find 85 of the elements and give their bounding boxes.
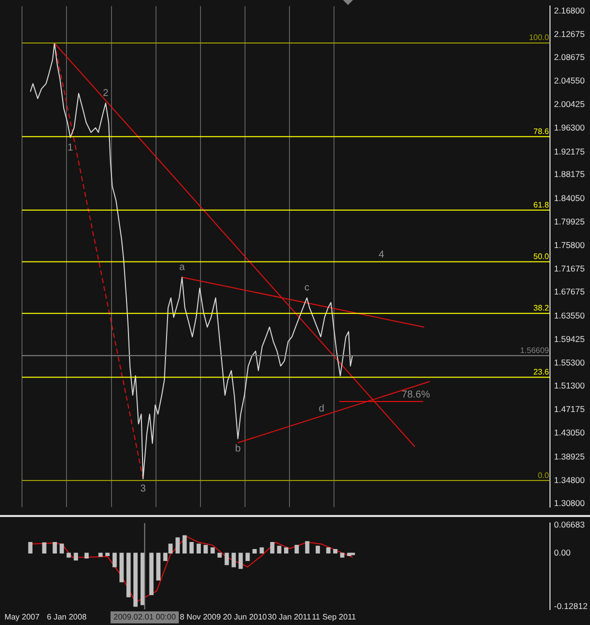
y-tick-label: 1.59425 — [554, 334, 585, 344]
y-tick-label: 2.00425 — [554, 99, 585, 110]
ref-line-label: 2009.02.01 00:00 — [114, 612, 176, 622]
bar — [210, 547, 215, 554]
y-tick-label: 1.47175 — [554, 404, 585, 414]
bar — [74, 552, 78, 561]
bar — [156, 552, 160, 581]
bar — [340, 552, 344, 558]
y-tick-label: 1.67675 — [554, 286, 585, 297]
y-tick-label: 1.51300 — [554, 380, 585, 390]
bar — [112, 552, 117, 568]
bar — [284, 547, 288, 554]
y-tick-label: 1.43050 — [554, 428, 585, 438]
bar — [238, 552, 243, 569]
annotation: 1 — [68, 142, 74, 154]
ref-line-label: 50.0 — [533, 252, 550, 261]
y-tick-label: 2.08675 — [554, 52, 585, 62]
bar — [326, 547, 330, 554]
bar — [224, 552, 229, 566]
y-tick-label: -0.12812 — [554, 600, 588, 611]
bar — [133, 552, 138, 607]
bar — [189, 542, 194, 554]
bar — [246, 552, 250, 561]
y-tick-label: 1.63550 — [554, 310, 585, 320]
annotation: a — [179, 262, 186, 274]
annotation: 3 — [140, 484, 146, 495]
ref-line-label: 23.6 — [533, 368, 550, 377]
bar — [204, 544, 208, 554]
x-tick-label: 20 Jun 2010 — [222, 612, 268, 622]
bar — [42, 542, 46, 554]
bar — [182, 535, 187, 554]
bar — [84, 552, 89, 558]
bar — [126, 552, 131, 598]
x-tick-label: 6 Jan 2008 — [46, 612, 88, 622]
x-tick-label: 8 Nov 2009 — [180, 612, 222, 622]
y-tick-label: 1.30800 — [554, 498, 585, 508]
bar — [176, 537, 180, 554]
bar — [252, 549, 257, 554]
bar — [119, 552, 124, 582]
y-tick-label: 2.16800 — [554, 5, 585, 16]
bar — [196, 544, 201, 554]
bar — [277, 546, 282, 554]
y-tick-label: 0.00 — [554, 547, 571, 558]
bar — [316, 546, 320, 554]
y-tick-label: 2.12675 — [554, 28, 585, 39]
ref-line-label: 78.6 — [533, 126, 550, 136]
bar — [66, 552, 71, 558]
annotation: d — [318, 404, 324, 415]
bar — [260, 547, 264, 554]
bar — [60, 544, 64, 554]
bar — [305, 541, 310, 554]
y-tick-label: 1.38925 — [554, 451, 585, 462]
bar — [294, 544, 299, 554]
bar — [270, 542, 274, 554]
y-tick-label: 1.88175 — [554, 169, 585, 180]
x-tick-label: May 2007 — [4, 612, 40, 622]
y-tick-label: 1.92175 — [554, 146, 585, 156]
y-tick-label: 1.34800 — [554, 474, 585, 485]
bar — [350, 552, 355, 556]
annotation: 78.6% — [402, 389, 430, 400]
bar — [52, 542, 57, 554]
ref-line-label: 0.0 — [538, 470, 550, 480]
y-tick-label: 1.84050 — [554, 192, 585, 203]
ref-line-label: 61.8 — [533, 200, 550, 210]
ref-line-label: 38.2 — [533, 304, 550, 313]
annotation: 2 — [102, 88, 109, 99]
y-tick-label: 0.06683 — [554, 520, 585, 530]
y-tick-label: 1.75800 — [554, 240, 585, 250]
y-tick-label: 2.04550 — [554, 75, 585, 86]
bar — [232, 552, 236, 568]
bar — [333, 549, 338, 554]
y-tick-label: 1.55300 — [554, 358, 585, 368]
bar — [149, 552, 154, 596]
annotation: c — [304, 282, 310, 294]
y-tick-label: 1.71675 — [554, 264, 585, 274]
annotation: 4 — [378, 250, 385, 261]
x-tick-label: 30 Jan 2011 — [268, 612, 312, 622]
x-tick-label: 11 Sep 2011 — [312, 612, 357, 622]
ref-line-label: 100.0 — [528, 33, 550, 42]
bar — [28, 542, 32, 554]
y-tick-label: 1.79925 — [554, 216, 585, 226]
annotation: b — [235, 444, 242, 454]
bar — [98, 552, 103, 557]
ref-line-label: 1.56609 — [520, 346, 550, 355]
y-tick-label: 1.96300 — [554, 122, 585, 133]
